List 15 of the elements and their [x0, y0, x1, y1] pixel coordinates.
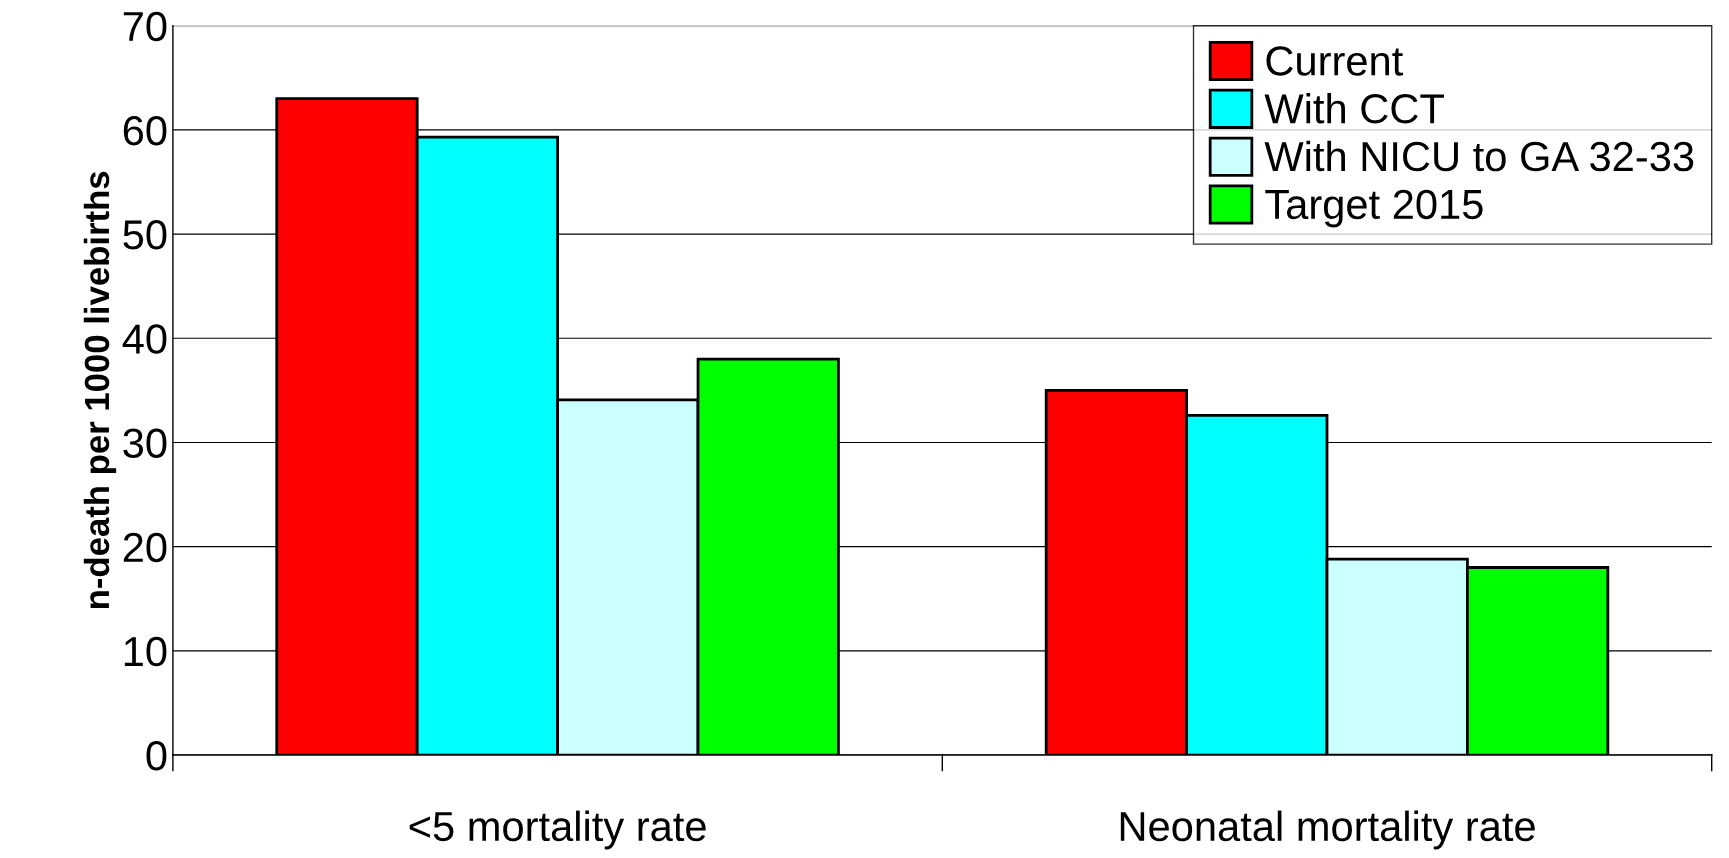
y-tick-label: 70	[123, 11, 167, 42]
y-tick-label: 20	[123, 532, 167, 563]
x-tick-label: <5 mortality rate	[409, 810, 706, 850]
y-tick-label: 50	[123, 220, 167, 250]
y-tick-label: 10	[124, 636, 167, 667]
legend-label: Current	[1266, 46, 1403, 76]
x-tick-label: Neonatal mortality rate	[1120, 810, 1535, 850]
legend-label: Target 2015	[1265, 189, 1483, 228]
y-tick-label: 0	[146, 741, 167, 771]
y-axis-title: n-death per 1000 livebirths	[83, 171, 117, 609]
legend-label: With NICU to GA 32-33	[1264, 140, 1694, 172]
y-tick-label: 30	[123, 428, 167, 458]
y-tick-label: 40	[122, 324, 167, 354]
legend-label: With CCT	[1264, 92, 1444, 124]
y-tick-label: 60	[123, 115, 167, 146]
